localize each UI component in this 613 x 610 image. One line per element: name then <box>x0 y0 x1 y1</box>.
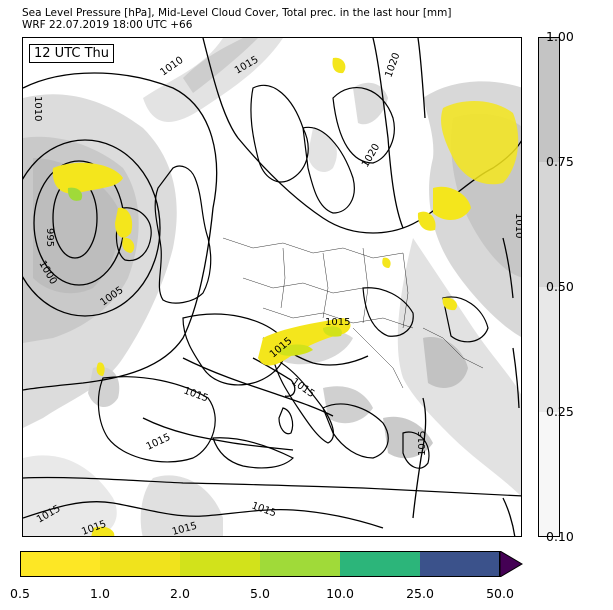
precip-colorbar-frame <box>20 551 500 577</box>
cloud-colorbar-segment <box>538 287 560 412</box>
precip-colorbar-segment <box>20 551 101 577</box>
cloud-colorbar-segment <box>538 37 560 162</box>
chart-subtitle: WRF 22.07.2019 18:00 UTC +66 <box>22 19 193 31</box>
precip-colorbar-tick-label: 10.0 <box>326 586 354 601</box>
precip-colorbar-tick-label: 0.5 <box>10 586 30 601</box>
cloud-colorbar-segment <box>538 412 560 537</box>
precip-colorbar-tick-label: 2.0 <box>170 586 190 601</box>
precip-layer <box>52 57 519 536</box>
isobar-label: 1015 <box>182 385 210 404</box>
cloud-colorbar-frame <box>538 37 560 537</box>
cloud-cover-colorbar <box>538 37 560 537</box>
precip-colorbar-tick-label: 1.0 <box>90 586 110 601</box>
isobar-label: 1020 <box>360 142 382 170</box>
isobar-label: 1020 <box>383 51 402 79</box>
cloud-colorbar-tick-label: 0.10 <box>546 529 574 544</box>
isobar-label: 1010 <box>32 96 43 121</box>
isobar-label: 995 <box>44 228 55 247</box>
isobar-label: 1015 <box>417 431 428 456</box>
precip-colorbar-segment <box>260 551 341 577</box>
isobar-label: 1015 <box>289 376 316 400</box>
isobar-label: 1010 <box>158 55 185 79</box>
valid-time-label: 12 UTC Thu <box>29 44 114 63</box>
precip-colorbar-tick-label: 25.0 <box>406 586 434 601</box>
precip-colorbar-segment <box>180 551 261 577</box>
precip-colorbar-tick-label: 5.0 <box>250 586 270 601</box>
weather-map: 1010 1010 1015 1020 1020 995 1000 1005 1… <box>22 37 522 537</box>
cloud-colorbar-tick-label: 0.25 <box>546 404 574 419</box>
precip-colorbar-segment <box>420 551 501 577</box>
isobar-label: 1015 <box>325 317 350 328</box>
precip-colorbar-segment <box>100 551 181 577</box>
isobar-label: 1015 <box>171 521 198 537</box>
borders-layer <box>222 237 484 389</box>
isobar-label: 1010 <box>513 213 522 238</box>
map-canvas: 1010 1010 1015 1020 1020 995 1000 1005 1… <box>23 38 522 537</box>
cloud-colorbar-tick-label: 0.50 <box>546 279 574 294</box>
cloud-colorbar-tick-label: 1.00 <box>546 29 574 44</box>
coastline-layer <box>23 84 521 497</box>
chart-title: Sea Level Pressure [hPa], Mid-Level Clou… <box>22 7 452 19</box>
cloud-colorbar-segment <box>538 162 560 287</box>
precip-colorbar-segment <box>340 551 421 577</box>
precip-colorbar <box>20 551 523 577</box>
isobar-label: 1015 <box>250 500 278 519</box>
precip-colorbar-extend-arrow <box>499 551 523 577</box>
isobar-label: 1015 <box>145 432 173 453</box>
precip-colorbar-tick-label: 50.0 <box>486 586 514 601</box>
isobar-layer <box>23 38 521 536</box>
cloud-colorbar-tick-label: 0.75 <box>546 154 574 169</box>
